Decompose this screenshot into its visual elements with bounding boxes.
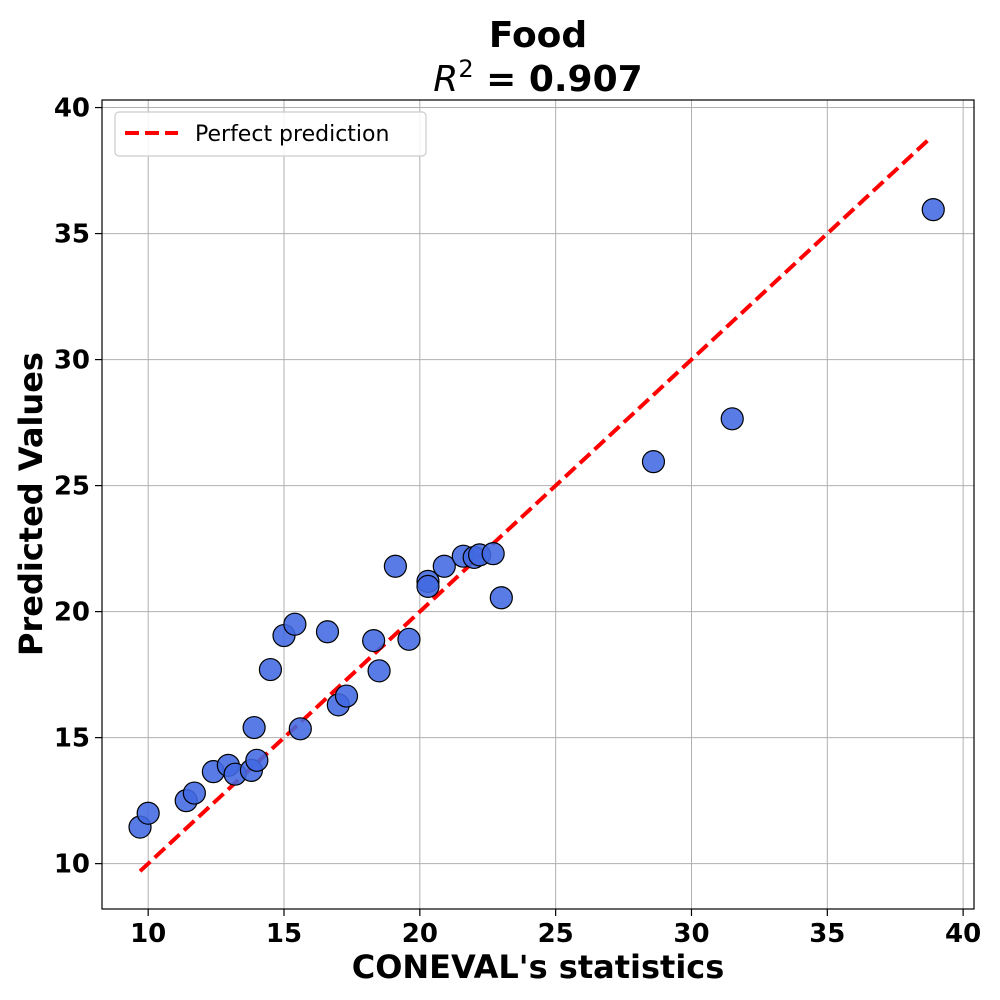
data-point: [397, 627, 421, 651]
data-points: [128, 198, 945, 839]
x-tick-label: 10: [130, 919, 166, 949]
data-point: [641, 450, 666, 474]
y-tick-label: 10: [54, 850, 90, 880]
data-point: [489, 586, 513, 610]
data-point: [432, 554, 456, 578]
legend: Perfect prediction: [114, 111, 427, 157]
legend-box: [114, 111, 427, 157]
data-point: [283, 612, 307, 636]
data-point: [481, 542, 505, 566]
data-point: [258, 657, 283, 682]
data-point: [383, 554, 407, 578]
x-tick-label: 30: [673, 919, 709, 949]
data-point: [242, 715, 266, 740]
r-squared-symbol: R: [433, 59, 458, 100]
data-point: [288, 717, 312, 741]
y-tick-label: 40: [54, 94, 90, 124]
data-point: [136, 801, 160, 825]
data-point: [182, 781, 206, 805]
y-tick-label: 25: [54, 472, 90, 502]
data-point: [245, 748, 269, 772]
x-tick-label: 25: [538, 919, 574, 949]
y-axis-label: Predicted Values: [12, 352, 50, 656]
axis-ticks: 10 15 20 25 30 35 40 10 15 20 25 30 35 40: [54, 94, 981, 949]
x-tick-label: 20: [402, 919, 438, 949]
y-tick-label: 20: [54, 598, 90, 628]
x-tick-label: 40: [945, 919, 981, 949]
data-point: [367, 659, 391, 683]
y-tick-label: 15: [54, 724, 90, 754]
grid: [102, 100, 974, 909]
x-tick-label: 35: [809, 919, 845, 949]
x-axis-label: CONEVAL's statistics: [352, 948, 725, 986]
r-squared-value: = 0.907: [474, 59, 643, 100]
legend-label: Perfect prediction: [195, 122, 389, 147]
data-point: [921, 198, 945, 222]
y-tick-label: 35: [54, 220, 90, 250]
data-point: [362, 628, 386, 653]
r-squared-exponent: 2: [458, 55, 473, 83]
data-point: [334, 684, 359, 708]
y-tick-label: 30: [54, 346, 90, 376]
data-point: [720, 407, 744, 431]
data-point: [315, 620, 340, 644]
chart-title: Food: [489, 15, 587, 56]
plot-frame: [101, 99, 975, 910]
x-tick-label: 15: [266, 919, 302, 949]
chart-subtitle: R2 = 0.907: [433, 55, 642, 100]
data-point: [416, 574, 440, 599]
